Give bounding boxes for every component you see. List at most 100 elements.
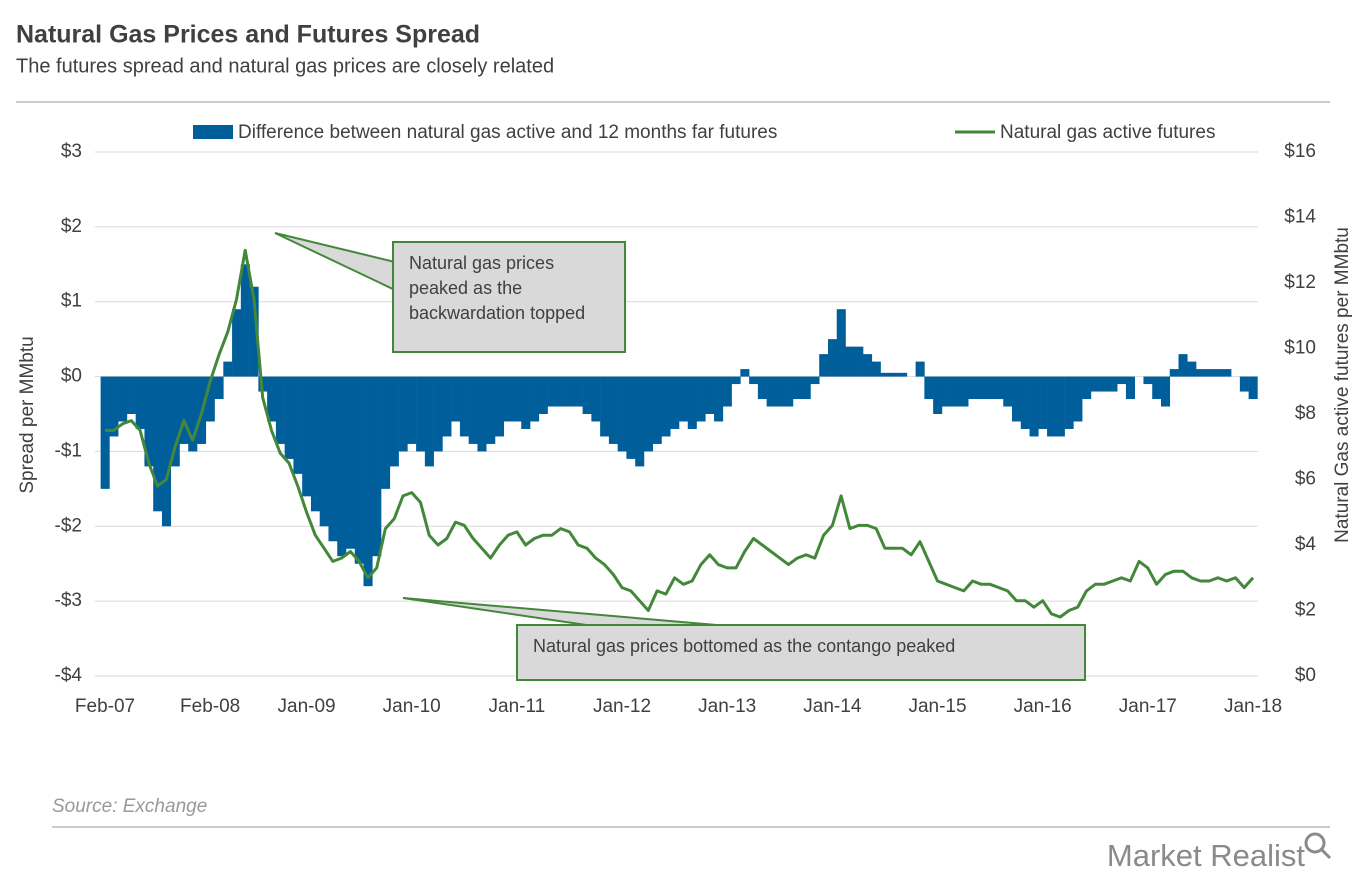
y-tick-label: $3 <box>61 141 82 162</box>
spread-bar <box>950 376 960 407</box>
spread-bar <box>696 376 706 422</box>
x-tick-label: Feb-07 <box>75 696 135 717</box>
spread-bar <box>582 376 592 414</box>
spread-bar <box>880 372 890 377</box>
x-tick-label: Feb-08 <box>180 696 240 717</box>
spread-bar <box>407 376 417 444</box>
annotation-line: peaked as the <box>409 278 522 298</box>
spread-bar <box>722 376 732 407</box>
spread-bar <box>1108 376 1118 392</box>
spread-bar <box>617 376 627 452</box>
spread-bar <box>1073 376 1083 422</box>
spread-bar <box>792 376 802 400</box>
annotation-line: Natural gas prices bottomed as the conta… <box>533 636 955 656</box>
spread-bar <box>521 376 531 429</box>
spread-bar <box>547 376 557 407</box>
spread-bar <box>118 376 128 422</box>
callout-pointer <box>274 232 396 292</box>
spread-bar <box>109 376 119 437</box>
spread-bar <box>652 376 662 444</box>
x-tick-label: Jan-16 <box>1014 696 1072 717</box>
y-tick-label: -$4 <box>55 665 83 686</box>
spread-bar <box>223 361 233 377</box>
y2-tick-label: $14 <box>1284 207 1316 228</box>
spread-bar <box>915 361 925 377</box>
spread-bar <box>354 376 364 564</box>
brand: Market Realist <box>1107 838 1305 873</box>
spread-bar <box>398 376 408 452</box>
y2-tick-label: $2 <box>1295 600 1316 621</box>
chart-title: Natural Gas Prices and Futures Spread <box>16 21 480 49</box>
spread-bar <box>600 376 610 437</box>
spread-bar <box>1029 376 1039 437</box>
spread-bar <box>486 376 496 444</box>
spread-bar <box>766 376 776 407</box>
spread-bar <box>687 376 697 429</box>
spread-bar <box>1152 376 1162 400</box>
spread-bar <box>459 376 469 437</box>
legend-label: Natural gas active futures <box>1000 122 1215 143</box>
spread-bar <box>1064 376 1074 429</box>
spread-bar <box>170 376 180 467</box>
spread-bar <box>1117 376 1127 385</box>
x-tick-label: Jan-12 <box>593 696 651 717</box>
spread-bar <box>188 376 198 452</box>
spread-bar <box>293 376 303 474</box>
spread-bar <box>153 376 163 512</box>
spread-bar <box>232 309 242 377</box>
spread-bar <box>381 376 391 489</box>
spread-bar <box>836 309 846 377</box>
annotation-line: Natural gas prices <box>409 253 554 273</box>
spread-bar <box>240 264 250 377</box>
spread-bar <box>924 376 934 400</box>
spread-bar <box>556 376 566 407</box>
spread-bar <box>871 361 881 377</box>
y-tick-label: -$1 <box>55 440 82 461</box>
spread-bar <box>608 376 618 444</box>
spread-bar <box>1003 376 1013 407</box>
spread-bar <box>976 376 987 400</box>
spread-bar <box>442 376 452 437</box>
annotation-line: backwardation topped <box>409 303 585 323</box>
spread-bar <box>214 376 224 400</box>
spread-bar <box>363 376 373 587</box>
spread-bar <box>284 376 294 459</box>
spread-bar <box>302 376 312 497</box>
spread-bar <box>573 376 583 407</box>
spread-bar <box>126 376 136 414</box>
spread-bar <box>416 376 426 452</box>
y2-tick-label: $4 <box>1295 534 1317 555</box>
spread-bar <box>749 376 759 385</box>
spread-bar <box>389 376 399 467</box>
spread-bar <box>1038 376 1048 429</box>
y-tick-label: $1 <box>61 291 82 312</box>
spread-bar <box>1020 376 1030 429</box>
spread-bar <box>494 376 505 437</box>
spread-bar <box>538 376 548 414</box>
spread-bar <box>1082 376 1092 400</box>
spread-bar <box>705 376 715 414</box>
spread-bar <box>135 376 145 429</box>
spread-bar <box>1178 354 1188 377</box>
spread-bar <box>740 369 750 377</box>
spread-bar <box>591 376 601 422</box>
spread-bar <box>854 346 864 377</box>
spread-bar <box>503 376 513 422</box>
y-tick-label: $0 <box>61 366 82 387</box>
spread-bar <box>1090 376 1100 392</box>
spread-bar <box>249 286 259 377</box>
spread-bar <box>328 376 338 542</box>
spread-bar <box>424 376 434 467</box>
legend-label: Difference between natural gas active an… <box>238 122 777 143</box>
spread-bar <box>1222 369 1232 377</box>
spread-bar <box>1160 376 1171 407</box>
legend-swatch <box>193 125 233 139</box>
spread-bar <box>643 376 654 452</box>
spread-bar <box>372 376 382 557</box>
spread-bar <box>565 376 575 407</box>
spread-bar <box>345 376 356 549</box>
spread-bar <box>941 376 951 407</box>
x-tick-label: Jan-18 <box>1224 696 1282 717</box>
y-axis-title: Spread per MMbtu <box>17 336 38 493</box>
spread-bar <box>179 376 189 444</box>
